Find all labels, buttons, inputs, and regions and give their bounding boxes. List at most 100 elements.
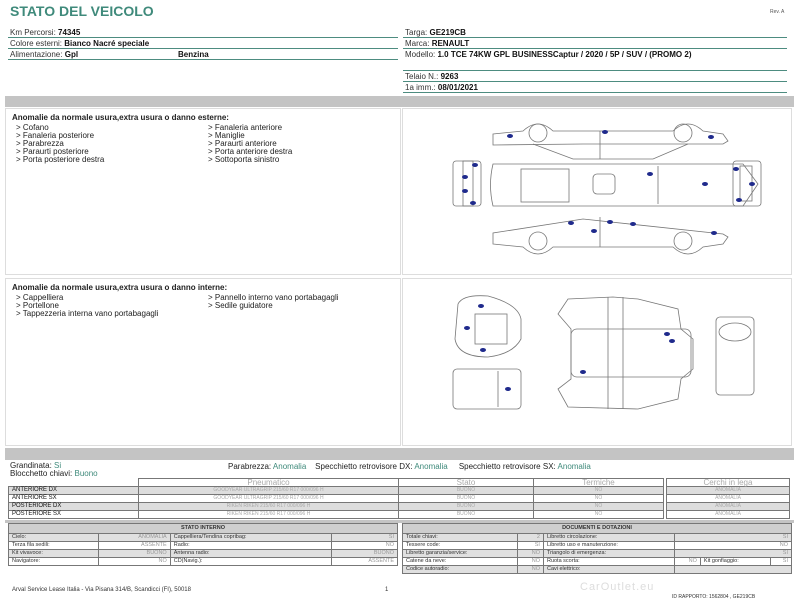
anomaly-item: > Pannello interno vano portabagagli	[208, 293, 339, 302]
info-label: Cappelliera/Tendina copribag:	[169, 533, 332, 542]
info-label: Ruota scorta:	[542, 557, 676, 566]
tyre-tyre: RIKEN RIKEN 215/60 R17 000/096 H	[138, 510, 399, 519]
tyre-tyre: RIKEN RIKEN 215/60 R17 000/096 H	[138, 502, 399, 511]
state-header: Stato	[398, 478, 534, 487]
tyre-tyre: GOODYEAR ULTRAGRIP 215/60 R17 000/096 H	[138, 494, 399, 503]
damage-marker	[478, 304, 484, 308]
info-value: NO	[674, 557, 701, 566]
info-value: NO	[517, 565, 544, 574]
rim-status: ANOMALIA	[666, 494, 790, 503]
tyre-tyre: GOODYEAR ULTRAGRIP 215/60 R17 000/096 H	[138, 486, 399, 495]
external-list-2: > Fanaleria anteriore > Maniglie > Paraurt…	[208, 124, 400, 164]
info-label: Terza fila sedili:	[7, 541, 100, 550]
hail-label: Grandinata:	[10, 461, 52, 470]
documents-table: DOCUMENTI E DOTAZIONI Totale chiavi: 2 Lib…	[401, 523, 792, 574]
rim-row: ANOMALIA	[666, 502, 790, 511]
info-label: Catene da neve:	[401, 557, 519, 566]
info-value: ASSENTE	[330, 557, 399, 566]
info-label: Totale chiavi:	[401, 533, 519, 542]
info-row: Libretto garanzia/service: NO Triangolo di…	[401, 549, 792, 558]
section-divider	[5, 96, 794, 107]
vehicle-field: Telaio N.: 9263	[403, 71, 787, 82]
section-divider	[5, 520, 794, 523]
field-label: Targa:	[405, 28, 428, 37]
damage-marker	[568, 221, 574, 225]
internal-anomalies-panel: Anomalie da normale usura,extra usura o …	[5, 278, 401, 446]
info-row: Tessere code: SI Libretto uso e manutenzio…	[401, 541, 792, 550]
tyre-pos: ANTERIORE DX	[8, 486, 139, 495]
windshield-label: Parabrezza:	[228, 462, 272, 471]
field-value: 1.0 TCE 74KW GPL BUSINESSCaptur / 2020 /…	[437, 50, 692, 59]
damage-marker	[711, 231, 717, 235]
glass-mirror-status: Parabrezza: Anomalia Specchietto retrovi…	[228, 462, 591, 471]
tyre-termiche: NO	[533, 494, 664, 503]
damage-marker	[669, 339, 675, 343]
page-number: 1	[385, 587, 389, 593]
watermark: CarOutlet.eu	[580, 581, 655, 593]
damage-marker	[647, 172, 653, 176]
field-label: Colore esterni:	[10, 39, 63, 48]
info-value: ASSENTE	[98, 541, 171, 550]
external-anomalies-title: Anomalie da normale usura,extra usura o …	[12, 113, 229, 122]
vehicle-field: Targa: GE219CB	[403, 27, 787, 38]
key-block-value: Buono	[74, 469, 98, 478]
info-row: Cielo: ANOMALIA Cappelliera/Tendina coprib…	[7, 533, 399, 542]
damage-marker	[736, 198, 742, 202]
mirror-sx-value: Anomalia	[557, 462, 591, 471]
vehicle-field: Modello: 1.0 TCE 74KW GPL BUSINESSCaptur…	[403, 49, 787, 71]
info-value: BUONO	[98, 549, 171, 558]
mirror-dx-label: Specchietto retrovisore DX:	[315, 462, 413, 471]
info-row: Totale chiavi: 2 Libretto circolazione: SI	[401, 533, 792, 542]
tyre-pos: POSTERIORE DX	[8, 502, 139, 511]
info-label: Tessere code:	[401, 541, 519, 550]
vehicle-field: Alimentazione: Gpl Benzina	[8, 49, 398, 60]
rim-row: ANOMALIA	[666, 510, 790, 519]
anomaly-item: > Paraurti anteriore	[208, 139, 277, 148]
field-value: Bianco Nacré speciale	[64, 39, 150, 48]
internal-list-1: > Cappelliera > Portellone > Tappezzeria i…	[16, 294, 208, 318]
damage-marker	[472, 163, 478, 167]
info-value: 2	[517, 533, 544, 542]
hail-value: Si	[54, 461, 62, 470]
tyre-row: POSTERIORE DX RIKEN RIKEN 215/60 R17 000/…	[8, 502, 664, 511]
tyre-termiche: NO	[533, 510, 664, 519]
info-value: NO	[517, 557, 544, 566]
damage-marker	[580, 370, 586, 374]
field-value: 9263	[440, 72, 459, 81]
rims-table: Cerchi in lega ANOMALIA ANOMALIA ANOMALIA A…	[666, 478, 790, 519]
info-label: Radio:	[169, 541, 332, 550]
tyre-stato: BUONO	[398, 510, 534, 519]
vehicle-field: 1a imm.: 08/01/2021	[403, 82, 787, 93]
info-value: SI	[770, 557, 792, 566]
rim-row: ANOMALIA	[666, 486, 790, 495]
report-id: ID RAPPORTO: 1562804 , GE219CB	[672, 594, 756, 600]
info-value: NO	[98, 557, 171, 566]
info-value: SI	[674, 533, 792, 542]
info-value: ANOMALIA	[98, 533, 171, 542]
info-value	[674, 565, 792, 574]
vehicle-field: Colore esterni: Bianco Nacré speciale	[8, 38, 398, 49]
damage-marker	[708, 135, 714, 139]
vehicle-field: Km Percorsi: 74345	[8, 27, 398, 38]
info-label: Libretto uso e manutenzione:	[542, 541, 676, 550]
rim-status: ANOMALIA	[666, 510, 790, 519]
external-list-1: > Cofano > Fanaleria posteriore > Parabrez…	[16, 124, 208, 164]
damage-marker	[507, 134, 513, 138]
damage-marker	[505, 387, 511, 391]
field-label: 1a imm.:	[405, 83, 436, 92]
tyre-termiche: NO	[533, 486, 664, 495]
rims-header: Cerchi in lega	[666, 478, 790, 487]
exterior-diagram-panel	[402, 108, 792, 275]
internal-list-2: > Pannello interno vano portabagagli > Se…	[208, 294, 400, 318]
tyre-header: Pneumatico	[138, 478, 399, 487]
info-label: Libretto circolazione:	[542, 533, 676, 542]
internal-anomalies-title: Anomalie da normale usura,extra usura o …	[12, 283, 228, 292]
tyre-row: ANTERIORE DX GOODYEAR ULTRAGRIP 215/60 R1…	[8, 486, 664, 495]
info-value: SI	[517, 541, 544, 550]
damage-marker	[733, 167, 739, 171]
anomaly-item: > Portellone	[16, 301, 59, 310]
info-value: BUONO	[330, 549, 399, 558]
info-value: NO	[674, 541, 792, 550]
field-value: RENAULT	[431, 39, 470, 48]
interior-diagram-panel	[402, 278, 792, 446]
